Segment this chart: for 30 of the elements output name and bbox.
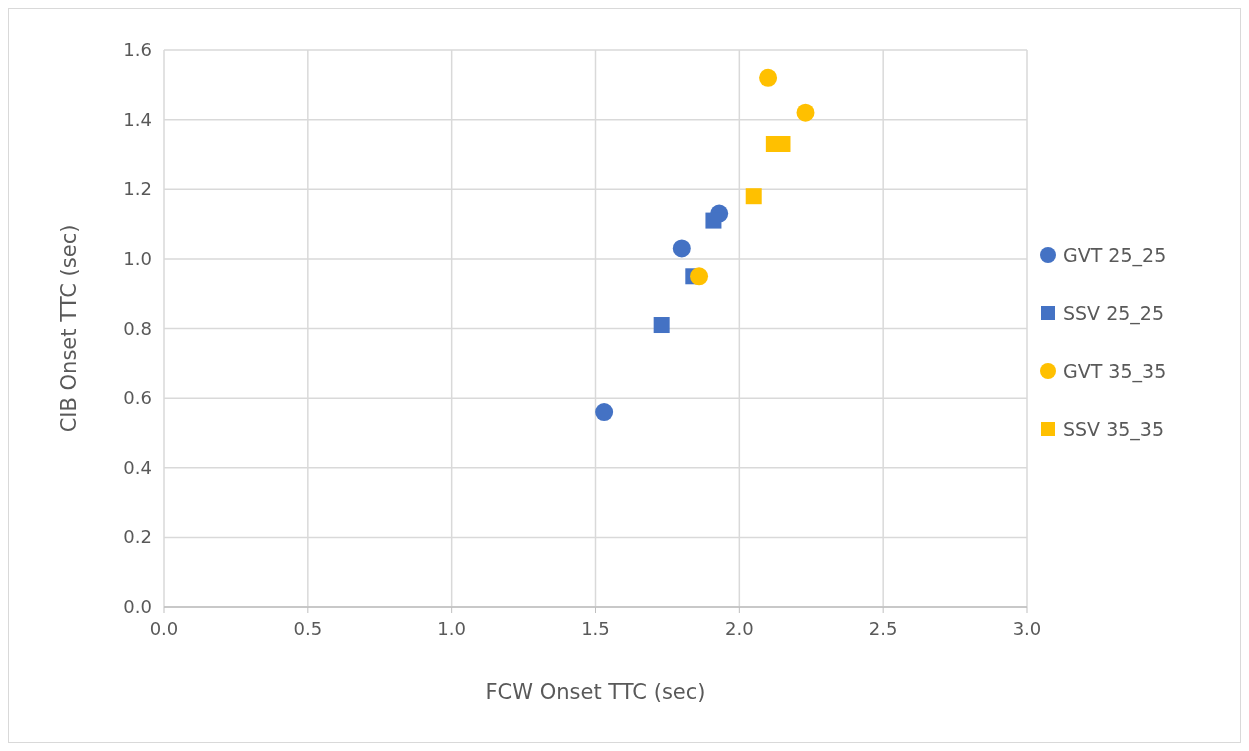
x-tick-label: 1.5 bbox=[581, 618, 610, 639]
legend-label: SSV 25_25 bbox=[1063, 302, 1165, 325]
y-tick-label: 1.0 bbox=[123, 247, 152, 269]
y-tick-label: 1.2 bbox=[123, 178, 152, 200]
y-tick-label: 0.0 bbox=[123, 596, 152, 617]
legend-label: GVT 35_35 bbox=[1063, 360, 1167, 383]
x-tick-label: 1.0 bbox=[437, 618, 466, 639]
y-tick-label: 0.8 bbox=[123, 317, 152, 339]
y-tick-label: 1.6 bbox=[123, 39, 152, 60]
x-axis-title: FCW Onset TTC (sec) bbox=[485, 680, 706, 704]
x-tick-label: 0.0 bbox=[149, 618, 179, 639]
point bbox=[759, 68, 778, 87]
point bbox=[690, 267, 709, 286]
y-tick-label: 0.2 bbox=[123, 526, 152, 548]
x-tick-label: 2.0 bbox=[725, 618, 754, 639]
y-tick-label: 0.4 bbox=[123, 456, 152, 478]
x-tick-label: 2.5 bbox=[868, 618, 898, 639]
x-tick-label: 0.5 bbox=[293, 618, 323, 639]
point bbox=[705, 212, 722, 229]
point bbox=[745, 188, 762, 205]
y-axis-title: CIB Onset TTC (sec) bbox=[57, 224, 81, 433]
point bbox=[672, 239, 691, 258]
point bbox=[796, 103, 815, 122]
point bbox=[595, 403, 614, 422]
y-tick-label: 1.4 bbox=[123, 108, 152, 130]
x-tick-label: 3.0 bbox=[1012, 618, 1042, 639]
legend-label: GVT 25_25 bbox=[1063, 244, 1167, 267]
point bbox=[653, 317, 670, 334]
legend-label: SSV 35_35 bbox=[1063, 418, 1165, 441]
y-tick-label: 0.6 bbox=[123, 387, 152, 409]
